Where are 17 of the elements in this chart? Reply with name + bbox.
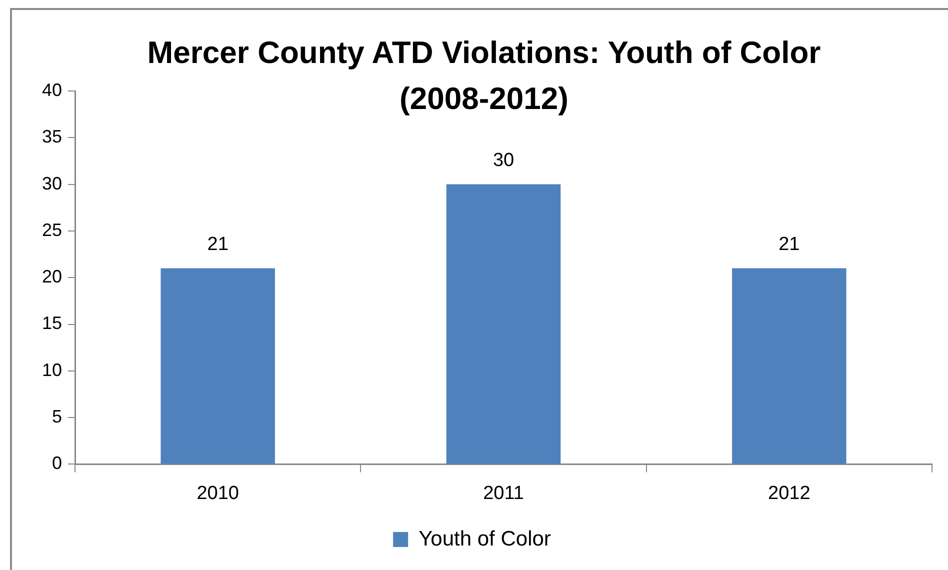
legend-label: Youth of Color [418, 527, 551, 550]
y-tick-label: 25 [42, 220, 62, 240]
data-label: 21 [778, 234, 800, 256]
y-tick-label: 10 [42, 360, 62, 380]
x-tick-label: 2010 [196, 482, 239, 504]
y-tick-label: 0 [52, 453, 62, 474]
chart-title: Mercer County ATD Violations: Youth of Color (2008-2012) [146, 34, 822, 118]
x-tick-label: 2011 [483, 482, 524, 504]
y-tick-label: 15 [42, 313, 62, 334]
data-label: 21 [207, 234, 228, 256]
y-tick-label: 20 [42, 266, 62, 287]
y-tick-label: 30 [42, 173, 62, 194]
y-tick-label: 35 [42, 126, 62, 147]
x-tick-label: 2012 [768, 482, 810, 504]
y-tick-label: 40 [42, 80, 62, 100]
y-tick-label: 5 [52, 406, 62, 427]
data-label: 30 [492, 150, 514, 172]
